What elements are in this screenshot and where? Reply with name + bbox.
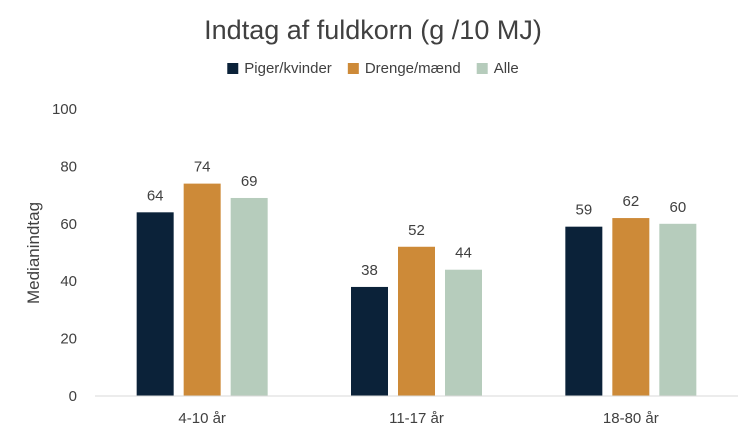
bar [230,197,268,396]
y-tick-label: 60 [60,216,77,233]
x-tick-label: 4-10 år [178,410,226,427]
bar [445,269,482,396]
legend-label: Alle [494,60,519,77]
data-label: 52 [408,222,425,239]
data-labels: 64 74 69 38 52 44 59 62 60 [147,159,686,279]
data-label: 60 [669,199,686,216]
bars [136,183,697,396]
x-axis-ticks: 4-10 år 11-17 år 18-80 år [178,410,658,427]
legend-item: Piger/kvinder [227,60,332,77]
legend-swatch [476,63,488,74]
data-label: 69 [241,173,258,190]
data-label: 59 [575,202,592,219]
data-label: 38 [361,262,378,279]
bar [565,226,603,396]
x-tick-label: 11-17 år [389,410,444,427]
y-tick-label: 20 [60,331,77,348]
legend-swatch [227,63,239,74]
legend-item: Alle [476,60,519,77]
bar [398,246,435,396]
legend: Piger/kvinder Drenge/mænd Alle [227,60,519,77]
bar [136,212,174,396]
legend-item: Drenge/mænd [347,60,461,77]
bar [659,223,697,396]
data-label: 44 [455,245,472,262]
legend-label: Drenge/mænd [365,60,461,77]
bar [183,183,221,396]
y-tick-label: 80 [60,158,77,175]
y-tick-label: 40 [60,273,77,290]
x-tick-label: 18-80 år [603,410,659,427]
y-tick-label: 0 [69,388,77,405]
data-label: 62 [622,193,639,210]
bar [351,286,388,396]
y-axis-label: Medianindtag [24,202,43,304]
bar [612,218,650,396]
legend-label: Piger/kvinder [244,60,332,77]
data-label: 64 [147,187,164,204]
data-label: 74 [194,159,211,176]
y-tick-label: 100 [52,101,77,118]
y-axis-ticks: 0 20 40 60 80 100 [52,101,77,405]
chart-title: Indtag af fuldkorn (g /10 MJ) [204,15,542,45]
legend-swatch [347,63,359,74]
